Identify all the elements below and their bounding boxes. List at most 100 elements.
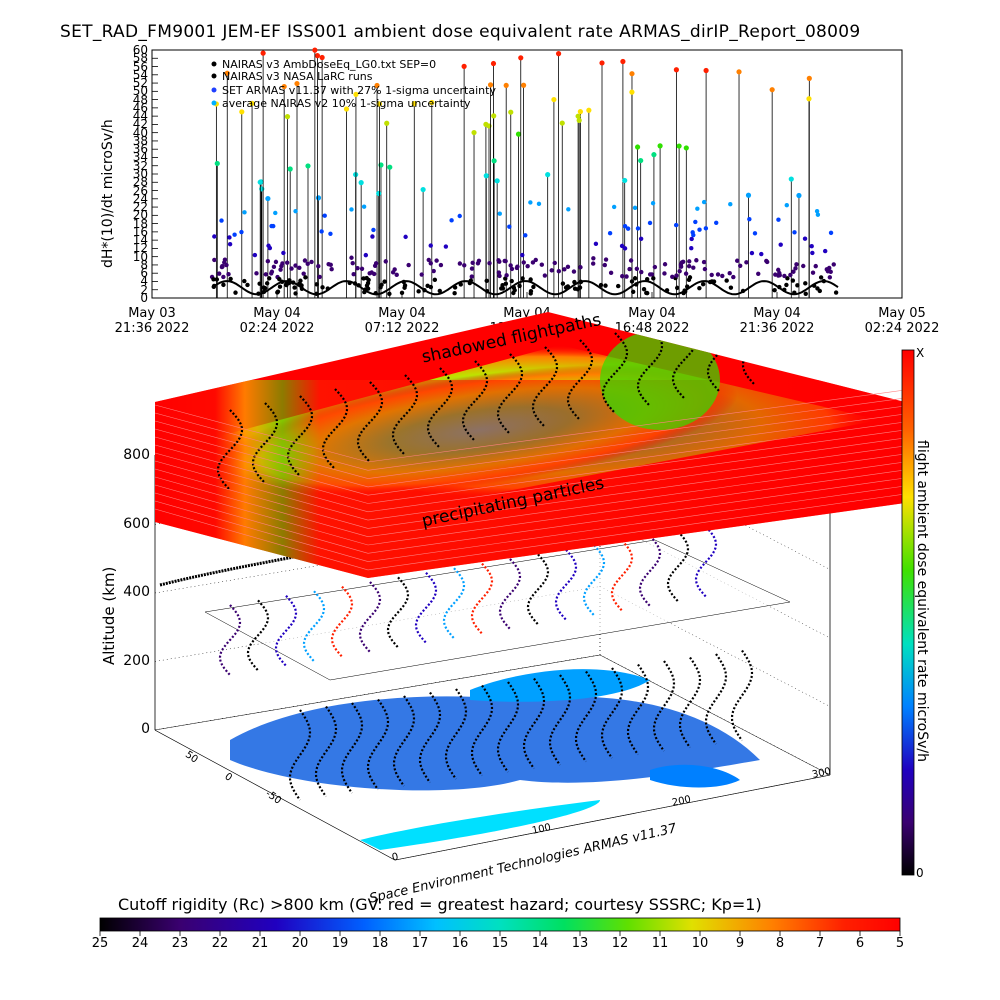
altitude-gridline [599, 586, 831, 707]
chart-title: SET_RAD_FM9001 JEM-EF ISS001 ambient dos… [60, 22, 861, 42]
trace-point [611, 204, 617, 210]
cutoff-tick-label: 11 [651, 936, 669, 951]
trace-point [214, 160, 220, 167]
legend-marker [211, 61, 217, 67]
orbit-track [610, 539, 634, 612]
trace-point [556, 269, 562, 274]
trace-point [531, 284, 536, 290]
shadowed-flightpaths-slab [154, 312, 906, 578]
orbit-track [582, 544, 606, 616]
trace-point [727, 270, 732, 276]
trace-point [676, 143, 682, 149]
trace-point [319, 54, 325, 61]
y-tick-label: 2 [140, 282, 148, 297]
trace-point [328, 231, 333, 237]
legend-entry-nairas-v3: NAIRAS v3 AmbDoseEq_LG0.txt SEP=0 [222, 58, 437, 71]
trace-point [228, 276, 233, 282]
trace-point [227, 235, 232, 240]
trace-point [602, 262, 608, 268]
y-tick-label: 54 [132, 67, 148, 82]
map-landmass-eurasia [230, 696, 760, 791]
trace-point [420, 186, 426, 193]
trace-point [502, 258, 507, 264]
trace-point [233, 290, 238, 295]
trace-point [788, 176, 794, 182]
slab-track [566, 339, 594, 421]
trace-point [257, 179, 263, 185]
trace-point [211, 277, 216, 282]
trace-point [647, 220, 653, 226]
y-tick-label: 52 [132, 76, 148, 91]
trace-point [469, 266, 475, 271]
trace-point [267, 276, 272, 281]
trace-point [577, 285, 583, 290]
trace-point [575, 113, 581, 119]
trace-point [232, 232, 237, 237]
y-tick-label: 46 [132, 100, 148, 115]
ground-track [340, 702, 364, 794]
cutoff-tick-label: 13 [571, 936, 589, 951]
trace-point [651, 152, 657, 158]
trace-point [576, 117, 582, 123]
trace-point [297, 265, 302, 270]
trace-point [634, 144, 641, 150]
slab-layer-line [367, 493, 906, 571]
orbit-track [526, 553, 550, 626]
slab-track [251, 402, 279, 484]
y-tick-label: 34 [132, 150, 148, 165]
trace-point [239, 109, 245, 115]
trace-point [496, 270, 502, 275]
slab-layer-line [154, 428, 369, 488]
cutoff-tick-label: 16 [451, 936, 469, 951]
trace-point [549, 268, 554, 273]
ground-track [444, 688, 468, 780]
slab-track [216, 409, 244, 491]
x-tick-label: May 04 07:12 2022 [342, 306, 462, 336]
trace-point [226, 271, 231, 277]
y-tick-label: 40 [132, 125, 148, 140]
trace-point [329, 267, 334, 272]
ground-track [678, 656, 702, 749]
trace-point [700, 281, 706, 287]
trace-point [647, 272, 653, 277]
trace-point [689, 236, 694, 242]
slab-layer-line [367, 389, 906, 463]
cutoff-colorbar-title: Cutoff rigidity (Rc) >800 km (GV: red = … [118, 895, 762, 914]
trace-point [815, 212, 821, 217]
trace-point [262, 286, 268, 291]
altitude-gridline [599, 449, 831, 570]
trace-point [242, 210, 247, 215]
dose-colorbar-label: flight ambient dose equivalent rate micr… [914, 440, 930, 762]
trace-point [411, 101, 417, 107]
trace-point [635, 226, 641, 231]
trace-point [316, 264, 321, 269]
trace-point [497, 211, 502, 216]
trace-point [756, 271, 761, 276]
trace-point [572, 286, 578, 291]
y-tick-label: 50 [132, 84, 148, 99]
orbit-track [330, 585, 354, 658]
trace-point [452, 290, 457, 296]
trace-point [662, 271, 667, 276]
trace-point [416, 289, 421, 294]
trace-point [657, 143, 663, 149]
trace-point [350, 260, 355, 266]
trace-point [652, 264, 658, 270]
trace-point [773, 272, 778, 277]
trace-point [608, 270, 614, 276]
trace-point [428, 284, 434, 290]
trace-point [673, 222, 679, 228]
trace-point [508, 109, 514, 115]
trace-point [697, 227, 702, 232]
orbit-tracks [218, 526, 718, 676]
trace-point [525, 263, 530, 269]
trace-point [509, 278, 514, 284]
trace-point [376, 190, 382, 197]
slab-layer-line [367, 397, 906, 471]
trace-point [426, 257, 431, 263]
trace-point [638, 236, 644, 241]
trace-point [533, 257, 538, 263]
y-tick-label: 10 [132, 249, 148, 264]
trace-point [370, 234, 375, 239]
x-tick-label: May 03 21:36 2022 [92, 306, 212, 336]
